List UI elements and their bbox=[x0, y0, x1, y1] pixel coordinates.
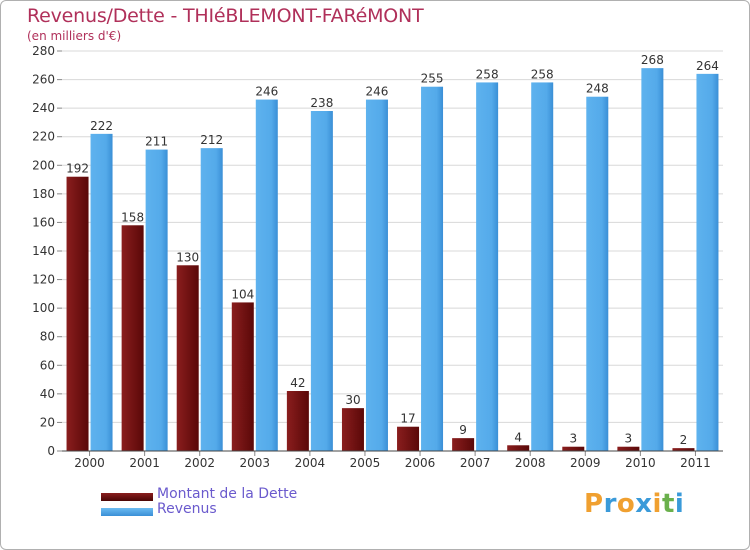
y-tick-label: 0 bbox=[47, 444, 55, 458]
data-label-revenus: 268 bbox=[641, 53, 664, 67]
data-label-revenus: 212 bbox=[200, 133, 223, 147]
bar-revenus bbox=[200, 148, 223, 451]
bar-dette bbox=[176, 265, 199, 451]
y-tick-label: 240 bbox=[32, 101, 55, 115]
x-tick-label: 2003 bbox=[240, 456, 271, 470]
y-tick-label: 160 bbox=[32, 215, 55, 229]
x-tick-label: 2004 bbox=[295, 456, 326, 470]
chart-subtitle: (en milliers d'€) bbox=[27, 29, 122, 43]
y-tick-label: 40 bbox=[40, 387, 55, 401]
logo-letter: o bbox=[616, 489, 636, 519]
x-tick-label: 2008 bbox=[515, 456, 546, 470]
data-label-dette: 130 bbox=[176, 250, 199, 264]
bar-dette bbox=[121, 225, 144, 451]
y-tick-label: 260 bbox=[32, 73, 55, 87]
data-label-revenus: 258 bbox=[476, 67, 499, 81]
chart-title: Revenus/Dette - THIéBLEMONT-FARéMONT bbox=[27, 5, 424, 27]
bar-revenus bbox=[365, 99, 388, 452]
bar-revenus bbox=[255, 99, 278, 452]
data-label-revenus: 222 bbox=[90, 119, 113, 133]
x-tick-label: 2006 bbox=[405, 456, 436, 470]
bar-dette bbox=[672, 448, 695, 451]
x-tick-label: 2002 bbox=[184, 456, 215, 470]
legend-label-dette: Montant de la Dette bbox=[157, 486, 298, 502]
logo-letter: x bbox=[635, 489, 653, 519]
legend-label-revenus: Revenus bbox=[157, 501, 217, 517]
x-tick-label: 2009 bbox=[570, 456, 601, 470]
bar-revenus bbox=[531, 82, 554, 451]
logo-letter: r bbox=[603, 489, 617, 519]
y-tick-label: 140 bbox=[32, 244, 55, 258]
data-label-dette: 158 bbox=[121, 210, 144, 224]
bar-revenus bbox=[90, 133, 113, 451]
x-tick-label: 2001 bbox=[129, 456, 160, 470]
y-tick-label: 80 bbox=[40, 330, 55, 344]
bars bbox=[66, 68, 719, 452]
logo-letter: i bbox=[674, 489, 685, 519]
y-axis-ticks: 0 20 40 60 80 100 120 140 160 180 200 220 240 260 280 bbox=[32, 44, 62, 458]
x-tick-label: 2011 bbox=[680, 456, 711, 470]
bar-revenus bbox=[145, 149, 168, 452]
logo-letter: P bbox=[584, 489, 604, 519]
bar-dette bbox=[452, 438, 475, 451]
bar-dette bbox=[286, 391, 309, 451]
logo-letter: t bbox=[661, 489, 675, 519]
data-label-dette: 3 bbox=[625, 432, 633, 446]
data-label-revenus: 258 bbox=[531, 67, 554, 81]
bar-revenus bbox=[641, 68, 664, 452]
bar-revenus bbox=[310, 111, 333, 451]
data-label-dette: 192 bbox=[66, 162, 89, 176]
x-tick-label: 2000 bbox=[74, 456, 105, 470]
data-label-dette: 3 bbox=[569, 432, 577, 446]
grid-lines bbox=[62, 50, 723, 423]
bar-revenus bbox=[586, 96, 609, 451]
x-tick-label: 2007 bbox=[460, 456, 491, 470]
bar-dette bbox=[397, 426, 420, 451]
y-tick-label: 200 bbox=[32, 158, 55, 172]
bar-dette bbox=[66, 176, 89, 451]
x-tick-label: 2010 bbox=[625, 456, 656, 470]
bar-dette bbox=[341, 408, 364, 451]
data-label-dette: 30 bbox=[345, 393, 360, 407]
data-label-dette: 2 bbox=[680, 433, 688, 447]
legend-swatch-revenus bbox=[101, 508, 153, 516]
bar-revenus bbox=[696, 73, 719, 451]
bar-dette bbox=[231, 302, 254, 451]
y-tick-label: 100 bbox=[32, 301, 55, 315]
x-axis-ticks: 2000 2001 2002 2003 2004 2005 2006 2007 2008 2009… bbox=[74, 451, 711, 470]
bar-revenus bbox=[476, 82, 499, 451]
bar-revenus bbox=[421, 86, 444, 451]
data-label-revenus: 211 bbox=[145, 135, 168, 149]
bar-dette bbox=[507, 445, 530, 451]
bar-dette bbox=[562, 446, 585, 451]
y-tick-label: 280 bbox=[32, 44, 55, 58]
legend-swatch-dette bbox=[101, 493, 153, 501]
y-tick-label: 220 bbox=[32, 130, 55, 144]
data-label-revenus: 264 bbox=[696, 59, 719, 73]
data-label-revenus: 248 bbox=[586, 82, 609, 96]
data-label-dette: 104 bbox=[231, 287, 254, 301]
proxiti-logo: Proxiti bbox=[584, 489, 684, 519]
y-tick-label: 120 bbox=[32, 273, 55, 287]
data-labels: 1922221582111302121042464223830246172559… bbox=[66, 53, 719, 447]
y-tick-label: 180 bbox=[32, 187, 55, 201]
y-tick-label: 20 bbox=[40, 415, 55, 429]
data-label-revenus: 238 bbox=[310, 96, 333, 110]
data-label-revenus: 255 bbox=[421, 72, 444, 86]
data-label-dette: 42 bbox=[290, 376, 305, 390]
y-tick-label: 60 bbox=[40, 358, 55, 372]
data-label-dette: 9 bbox=[459, 423, 467, 437]
data-label-revenus: 246 bbox=[255, 85, 278, 99]
bar-dette bbox=[617, 446, 640, 451]
data-label-dette: 4 bbox=[514, 430, 522, 444]
logo-letter: i bbox=[652, 489, 662, 519]
data-label-dette: 17 bbox=[400, 412, 415, 426]
data-label-revenus: 246 bbox=[366, 85, 389, 99]
x-tick-label: 2005 bbox=[350, 456, 381, 470]
